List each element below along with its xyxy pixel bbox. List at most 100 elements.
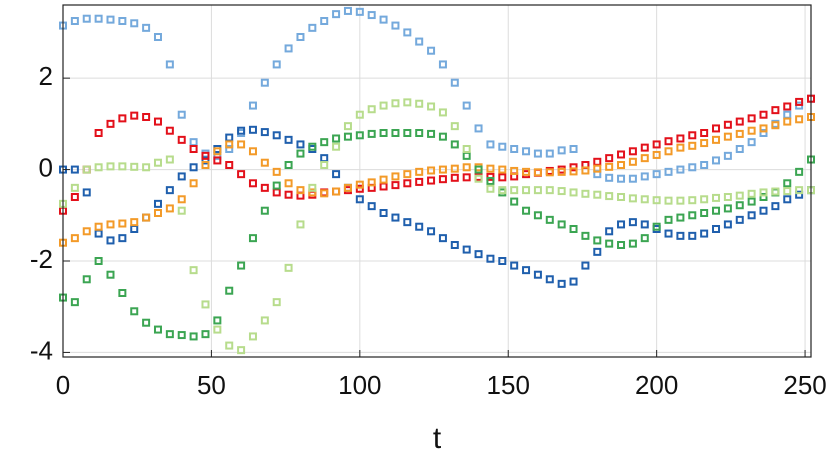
point (367, 11, 376, 20)
point (522, 147, 531, 156)
point (676, 143, 685, 152)
point (486, 172, 495, 181)
point (106, 162, 115, 171)
point (545, 168, 554, 177)
point (165, 155, 174, 164)
point (712, 124, 721, 133)
point (379, 182, 388, 191)
point (617, 161, 626, 169)
point (142, 213, 151, 222)
point (403, 218, 412, 227)
point (510, 166, 519, 175)
point (545, 275, 554, 284)
point (201, 300, 210, 309)
y-tick-label: -4 (30, 335, 53, 365)
point (795, 115, 804, 124)
point (70, 165, 79, 174)
point (605, 154, 614, 163)
point (593, 247, 602, 256)
point (676, 165, 685, 174)
point (474, 174, 483, 183)
point (427, 176, 436, 185)
point (332, 170, 341, 179)
point (438, 165, 447, 174)
point (260, 158, 269, 167)
point (450, 241, 459, 249)
point (486, 184, 495, 193)
point (462, 101, 471, 110)
point (391, 181, 400, 190)
point (628, 218, 637, 227)
point (735, 201, 744, 210)
point (284, 161, 293, 169)
point (142, 163, 151, 172)
point (557, 279, 566, 288)
point (593, 190, 602, 199)
point (189, 138, 198, 147)
point (391, 99, 400, 108)
point (343, 122, 352, 131)
point (201, 156, 210, 165)
point (795, 186, 804, 195)
point (94, 129, 103, 137)
point (771, 187, 780, 196)
point (415, 167, 424, 176)
point (676, 213, 685, 222)
point (438, 108, 447, 117)
point (617, 193, 626, 201)
point (332, 134, 341, 143)
point (712, 135, 721, 144)
point (225, 286, 234, 295)
point (177, 206, 186, 215)
point (308, 183, 317, 192)
point (225, 145, 234, 153)
point (427, 46, 436, 55)
point (688, 196, 697, 205)
point (569, 225, 578, 233)
point (237, 346, 246, 355)
point (747, 197, 756, 206)
point (462, 163, 471, 172)
point (403, 129, 412, 137)
point (593, 157, 602, 166)
point (284, 135, 293, 144)
point (284, 44, 293, 53)
point (248, 332, 257, 341)
point (510, 197, 519, 206)
point (308, 23, 317, 32)
point (391, 172, 400, 181)
point (510, 145, 519, 153)
x-tick-label: 50 (197, 370, 226, 400)
point (427, 102, 436, 111)
point (70, 298, 79, 307)
point (189, 163, 198, 172)
point (130, 111, 139, 120)
point (320, 154, 329, 163)
point (165, 126, 174, 135)
point (723, 132, 732, 141)
point (605, 239, 614, 248)
point (415, 99, 424, 108)
point (498, 165, 507, 174)
point (391, 21, 400, 30)
point (617, 174, 626, 183)
point (664, 137, 673, 146)
point (795, 167, 804, 176)
point (557, 146, 566, 155)
point (403, 98, 412, 107)
point (213, 316, 222, 325)
point (735, 129, 744, 138)
point (664, 167, 673, 176)
point (367, 129, 376, 138)
point (783, 179, 792, 188)
point (367, 178, 376, 187)
point (759, 206, 768, 215)
point (747, 211, 756, 220)
point (332, 10, 341, 19)
x-tick-label: 250 (783, 370, 826, 400)
x-tick-label: 200 (635, 370, 678, 400)
point (343, 132, 352, 141)
point (248, 179, 257, 188)
point (165, 330, 174, 339)
point (628, 194, 637, 203)
